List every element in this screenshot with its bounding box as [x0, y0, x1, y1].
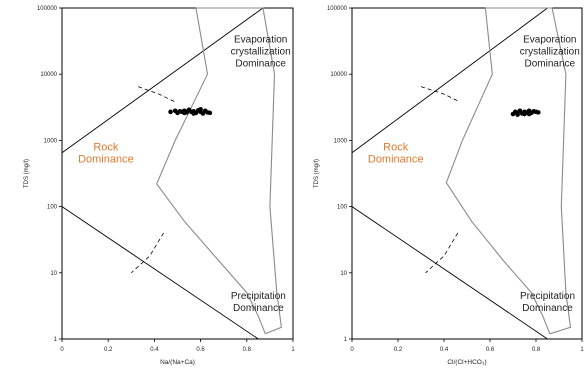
right-x-tick-label: 0 — [350, 347, 354, 353]
right-lower-boundary-line — [351, 206, 548, 340]
right-evaporation-zone-label: Evaporation crystallization Dominance — [520, 35, 580, 70]
right-evaporation-zone-label-line: crystallization — [520, 47, 580, 58]
right-x-tick-label: 1 — [580, 347, 584, 353]
right-y-tick-label: 10000 — [330, 72, 347, 78]
right-y-tick-label: 1 — [344, 337, 348, 343]
left-dashed-lower-arc — [131, 232, 164, 274]
right-rock-zone-label-line: Dominance — [368, 154, 424, 166]
left-evaporation-zone-label: Evaporation crystallization Dominance — [231, 35, 291, 70]
right-envelope-left-curve — [445, 7, 551, 335]
left-y-tick-label: 10000 — [40, 72, 57, 78]
left-x-tick-label: 0.2 — [104, 347, 113, 353]
right-evaporation-zone-label-line: Dominance — [525, 59, 576, 70]
left-dashed-upper-arc — [138, 86, 176, 103]
right-envelope-top-curve — [485, 7, 567, 75]
left-x-axis-title: Na/(Na+Ca) — [160, 359, 195, 366]
left-x-tick-label: 0.6 — [196, 347, 205, 353]
right-y-tick-label: 100000 — [327, 6, 348, 12]
left-envelope-right-curve — [269, 74, 278, 293]
right-data-point — [526, 111, 532, 117]
left-x-tick-label: 1 — [291, 347, 295, 353]
left-envelope-left-curve — [156, 7, 266, 335]
left-y-tick-label: 1 — [54, 337, 58, 343]
left-y-tick-label: 100000 — [37, 6, 58, 12]
left-y-tick-label: 100 — [47, 205, 58, 211]
right-dashed-lower-arc — [425, 232, 459, 274]
left-envelope-top-curve — [196, 7, 276, 75]
right-plot-frame — [351, 7, 583, 340]
left-evaporation-zone-label-line: Dominance — [235, 59, 286, 70]
left-upper-boundary-line — [61, 7, 264, 154]
right-data-point — [536, 110, 541, 115]
right-precipitation-zone-label: Precipitation Dominance — [520, 291, 575, 314]
right-precipitation-zone-label-line: Precipitation — [520, 291, 575, 302]
right-x-axis-title: Cl/(Cl+HCO₃) — [447, 359, 486, 366]
left-x-tick-label: 0 — [60, 347, 64, 353]
left-envelope-bottom-curve — [265, 292, 283, 335]
right-x-tick-label: 0.8 — [532, 347, 541, 353]
left-data-point — [191, 111, 196, 116]
left-rock-zone-label-line: Dominance — [78, 154, 134, 166]
right-panel: 0 0.2 0.4 0.6 0.8 1 1 10 100 1000 10000 100000 Cl/(C… — [314, 6, 584, 366]
left-y-axis-title: TDS (mg/l) — [24, 159, 30, 188]
left-x-tick-label: 0.4 — [150, 347, 159, 353]
right-x-tick-label: 0.2 — [394, 347, 403, 353]
left-y-tick-label: 1000 — [44, 138, 58, 144]
left-plot-frame — [61, 7, 294, 340]
right-evaporation-zone-label-line: Evaporation — [523, 35, 576, 46]
right-y-axis-title: TDS (mg/l) — [314, 159, 320, 188]
right-data-point — [522, 111, 527, 117]
right-upper-boundary-line — [351, 7, 548, 154]
left-panel: 0 0.2 0.4 0.6 0.8 1 1 10 100 1000 10000 100000 Na/(N… — [24, 6, 295, 366]
left-data-point — [198, 106, 203, 112]
left-lower-boundary-line — [61, 206, 259, 340]
left-evaporation-zone-label-line: crystallization — [231, 47, 291, 58]
right-data-point — [515, 112, 520, 117]
left-data-point — [182, 110, 187, 116]
left-data-point — [207, 110, 213, 116]
right-precipitation-zone-label-line: Dominance — [522, 303, 573, 314]
right-x-tick-label: 0.4 — [440, 347, 449, 353]
right-envelope-bottom-curve — [549, 292, 572, 335]
right-y-tick-label: 1000 — [334, 138, 348, 144]
right-y-tick-label: 100 — [337, 205, 348, 211]
right-x-tick-label: 0.6 — [486, 347, 495, 353]
left-precipitation-zone-label-line: Dominance — [233, 303, 284, 314]
right-envelope-right-curve — [560, 74, 567, 293]
right-rock-zone-label: Rock Dominance — [368, 142, 424, 166]
left-data-point — [168, 109, 173, 115]
left-precipitation-zone-label: Precipitation Dominance — [231, 291, 286, 314]
left-precipitation-zone-label-line: Precipitation — [231, 291, 286, 302]
left-rock-zone-label: Rock Dominance — [78, 142, 134, 166]
left-rock-zone-label-line: Rock — [93, 142, 119, 154]
right-y-tick-label: 10 — [340, 271, 347, 277]
right-dashed-upper-arc — [420, 86, 461, 103]
left-evaporation-zone-label-line: Evaporation — [234, 35, 287, 46]
left-x-tick-label: 0.8 — [243, 347, 252, 353]
right-rock-zone-label-line: Rock — [383, 142, 409, 154]
left-y-tick-label: 10 — [50, 271, 57, 277]
